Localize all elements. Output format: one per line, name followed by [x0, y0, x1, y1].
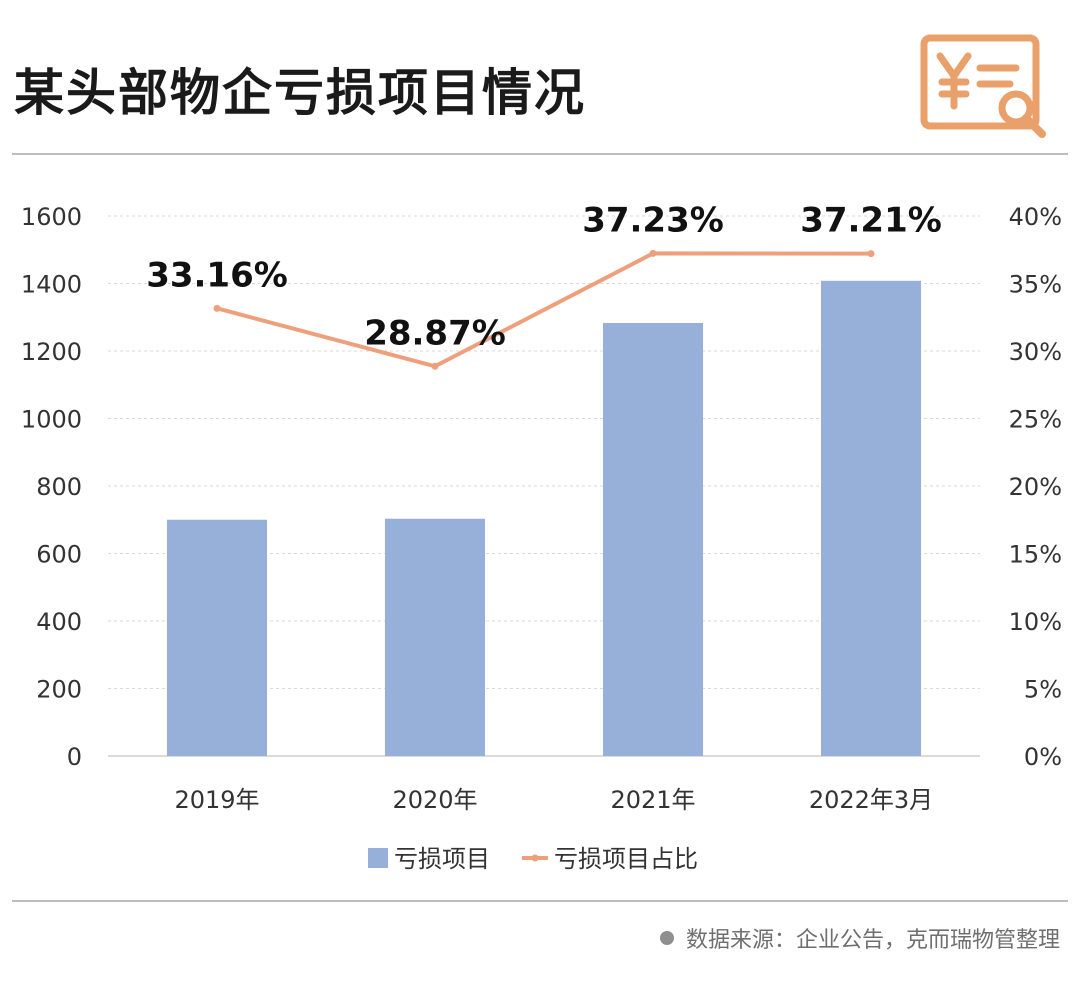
- data-label: 28.87%: [364, 313, 506, 353]
- bottom-divider: [12, 900, 1068, 902]
- legend-bar-label: 亏损项目: [394, 845, 490, 873]
- data-label: 33.16%: [146, 255, 288, 295]
- percentage-line: [216, 251, 872, 369]
- line-point: [213, 304, 221, 312]
- y-right-tick-label: 15%: [1009, 541, 1062, 569]
- y-left-tick-label: 400: [36, 608, 82, 636]
- y-right-tick-label: 5%: [1024, 676, 1062, 704]
- y-left-tick-label: 1200: [21, 338, 82, 366]
- data-label: 37.23%: [582, 200, 724, 240]
- x-tick-label: 2021年: [610, 786, 695, 814]
- data-label: 37.21%: [800, 201, 942, 241]
- x-tick-label: 2019年: [174, 786, 259, 814]
- legend-bar-swatch: [368, 848, 388, 868]
- line-point: [867, 250, 875, 258]
- source-note: 数据来源：企业公告，克而瑞物管整理: [659, 922, 1060, 954]
- x-tick-label: 2022年3月: [809, 786, 933, 814]
- bar: [603, 322, 703, 756]
- y-right-tick-label: 25%: [1009, 406, 1062, 434]
- source-text: 数据来源：企业公告，克而瑞物管整理: [685, 928, 1060, 953]
- x-tick-label: 2020年: [392, 786, 477, 814]
- y-right-tick-label: 35%: [1009, 271, 1062, 299]
- bar: [167, 519, 267, 756]
- legend-line-marker: [531, 854, 539, 862]
- line-point: [431, 362, 439, 370]
- top-divider: [12, 153, 1068, 155]
- bar: [385, 518, 485, 756]
- y-right-tick-label: 30%: [1009, 338, 1062, 366]
- legend-line-label: 亏损项目占比: [554, 845, 698, 873]
- y-left-tick-label: 600: [36, 541, 82, 569]
- page-title: 某头部物企亏损项目情况: [14, 64, 586, 122]
- bar: [821, 280, 921, 756]
- y-right-tick-label: 20%: [1009, 473, 1062, 501]
- loss-projects-chart: 0 200 400 600 800 1000 1200 1400 1600 0% 5% 10% 15% 2…: [21, 200, 1062, 873]
- y-left-tick-label: 800: [36, 473, 82, 501]
- y-right-tick-label: 40%: [1009, 203, 1062, 231]
- y-left-tick-label: 1600: [21, 203, 82, 231]
- y-right-tick-label: 0%: [1024, 743, 1062, 771]
- y-right-tick-label: 10%: [1009, 608, 1062, 636]
- y-left-tick-label: 200: [36, 676, 82, 704]
- y-left-tick-label: 1000: [21, 406, 82, 434]
- y-left-tick-label: 1400: [21, 271, 82, 299]
- bullet-dot-icon: [659, 931, 674, 945]
- y-left-tick-label: 0: [67, 743, 82, 771]
- yuan-receipt-search-icon: [920, 34, 1046, 138]
- line-point: [649, 249, 657, 257]
